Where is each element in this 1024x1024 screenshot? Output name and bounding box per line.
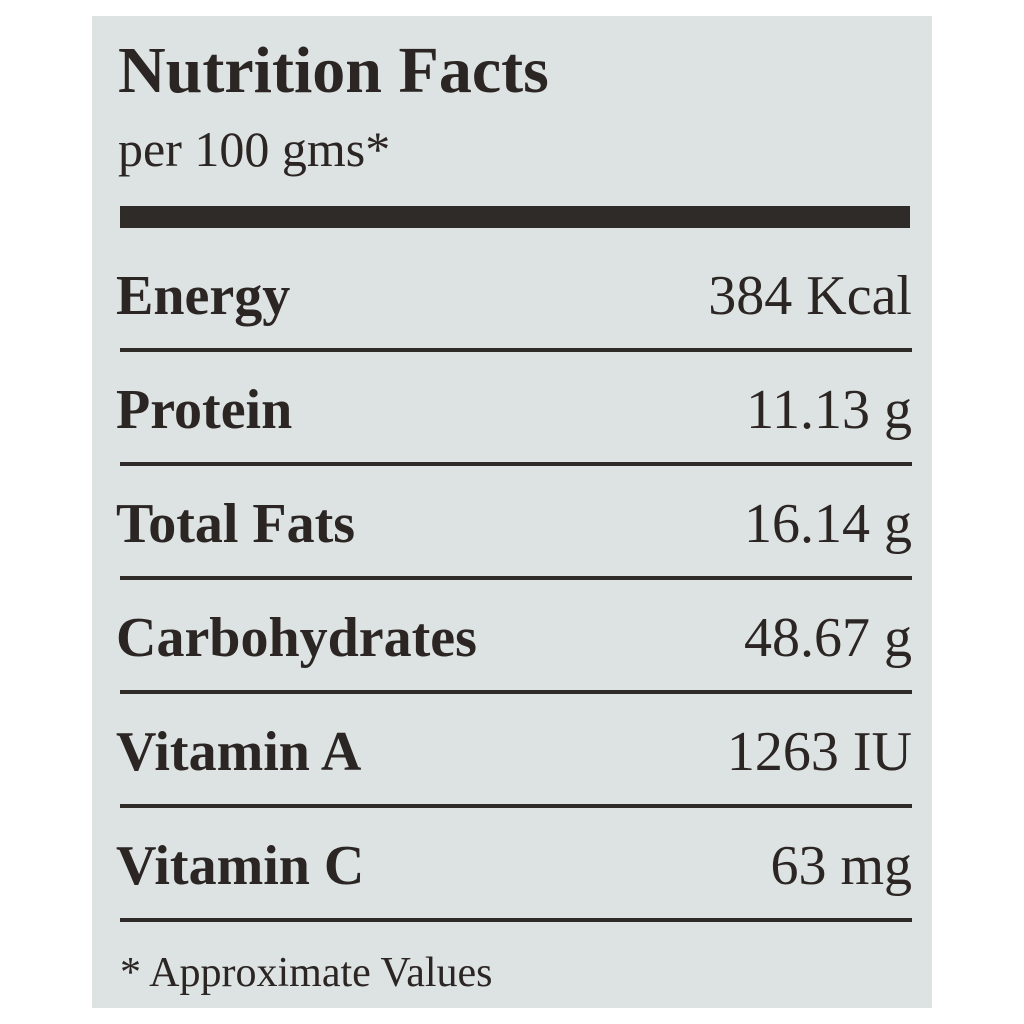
nutrient-row: Energy 384 Kcal [116,268,912,328]
nutrient-value: 11.13 g [746,379,912,441]
row-rule [120,462,912,466]
nutrient-name: Carbohydrates [116,607,477,669]
row-rule [120,918,912,922]
row-rule [120,804,912,808]
nutrient-name: Protein [116,379,293,441]
row-rule [120,576,912,580]
nutrient-value: 1263 IU [726,721,912,783]
nutrient-row: Total Fats 16.14 g [116,496,912,556]
nutrient-row: Vitamin C 63 mg [116,838,912,898]
nutrient-row: Vitamin A 1263 IU [116,724,912,784]
footnote: * Approximate Values [120,950,493,996]
nutrient-value: 48.67 g [744,607,912,669]
nutrient-row: Protein 11.13 g [116,382,912,442]
nutrient-name: Vitamin A [116,721,362,783]
nutrient-value: 63 mg [770,835,912,897]
nutrition-panel: Nutrition Facts per 100 gms* Energy 384 K… [92,16,932,1008]
nutrient-value: 16.14 g [744,493,912,555]
row-rule [120,348,912,352]
row-rule [120,690,912,694]
title: Nutrition Facts [118,34,549,107]
nutrient-name: Total Fats [116,493,356,555]
thick-rule [120,206,910,228]
nutrient-value: 384 Kcal [708,265,912,327]
nutrient-name: Vitamin C [116,835,365,897]
subtitle: per 100 gms* [118,121,391,177]
nutrient-row: Carbohydrates 48.67 g [116,610,912,670]
nutrient-name: Energy [116,265,291,327]
